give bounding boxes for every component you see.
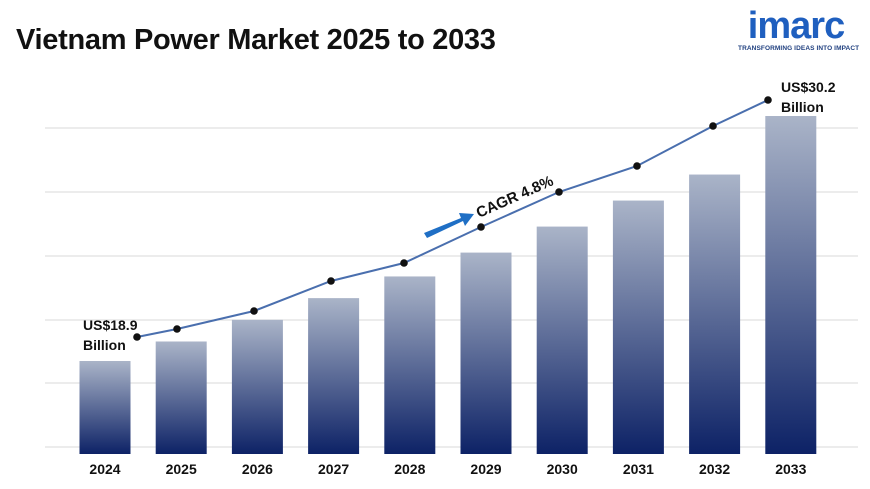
line-point-2031 bbox=[633, 162, 641, 170]
line-point-2033 bbox=[764, 96, 772, 104]
line-point-2026 bbox=[250, 307, 258, 315]
line-point-2032 bbox=[709, 122, 717, 130]
trend-line bbox=[136, 99, 769, 338]
x-tick-2033: 2033 bbox=[775, 461, 806, 477]
bar-2033 bbox=[765, 116, 817, 454]
x-tick-2031: 2031 bbox=[623, 461, 654, 477]
bar-2025 bbox=[155, 341, 207, 454]
line-point-2029 bbox=[477, 223, 485, 231]
start-value-label: US$18.9 bbox=[83, 317, 138, 333]
x-tick-2027: 2027 bbox=[318, 461, 349, 477]
x-tick-2025: 2025 bbox=[166, 461, 197, 477]
end-value-label: US$30.2 bbox=[781, 79, 836, 95]
x-tick-2032: 2032 bbox=[699, 461, 730, 477]
line-point-2025 bbox=[173, 325, 181, 333]
bar-2027 bbox=[308, 298, 360, 454]
line-point-2028 bbox=[400, 259, 408, 267]
bar-2032 bbox=[689, 174, 741, 454]
bar-2029 bbox=[460, 252, 512, 454]
start-unit-label: Billion bbox=[83, 337, 126, 353]
x-tick-2028: 2028 bbox=[394, 461, 425, 477]
line-point-2030 bbox=[555, 188, 563, 196]
logo-tagline: TRANSFORMING IDEAS INTO IMPACT bbox=[738, 45, 860, 52]
line-point-2024 bbox=[133, 333, 141, 341]
x-tick-2030: 2030 bbox=[547, 461, 578, 477]
bar-2026 bbox=[231, 319, 283, 454]
bar-2028 bbox=[384, 276, 436, 454]
cagr-arrow bbox=[424, 213, 474, 238]
x-tick-2026: 2026 bbox=[242, 461, 273, 477]
logo-word: imarc bbox=[747, 5, 845, 47]
bar-2024 bbox=[79, 361, 131, 454]
bar-2030 bbox=[536, 226, 588, 454]
x-tick-2024: 2024 bbox=[89, 461, 120, 477]
imarc-logo: imarc TRANSFORMING IDEAS INTO IMPACT bbox=[738, 5, 860, 52]
bar-2031 bbox=[612, 200, 664, 454]
cagr-annotation: CAGR 4.8% bbox=[474, 173, 556, 222]
page-title: Vietnam Power Market 2025 to 2033 bbox=[16, 24, 496, 56]
end-unit-label: Billion bbox=[781, 99, 824, 115]
line-point-2027 bbox=[327, 277, 335, 285]
x-tick-2029: 2029 bbox=[470, 461, 501, 477]
